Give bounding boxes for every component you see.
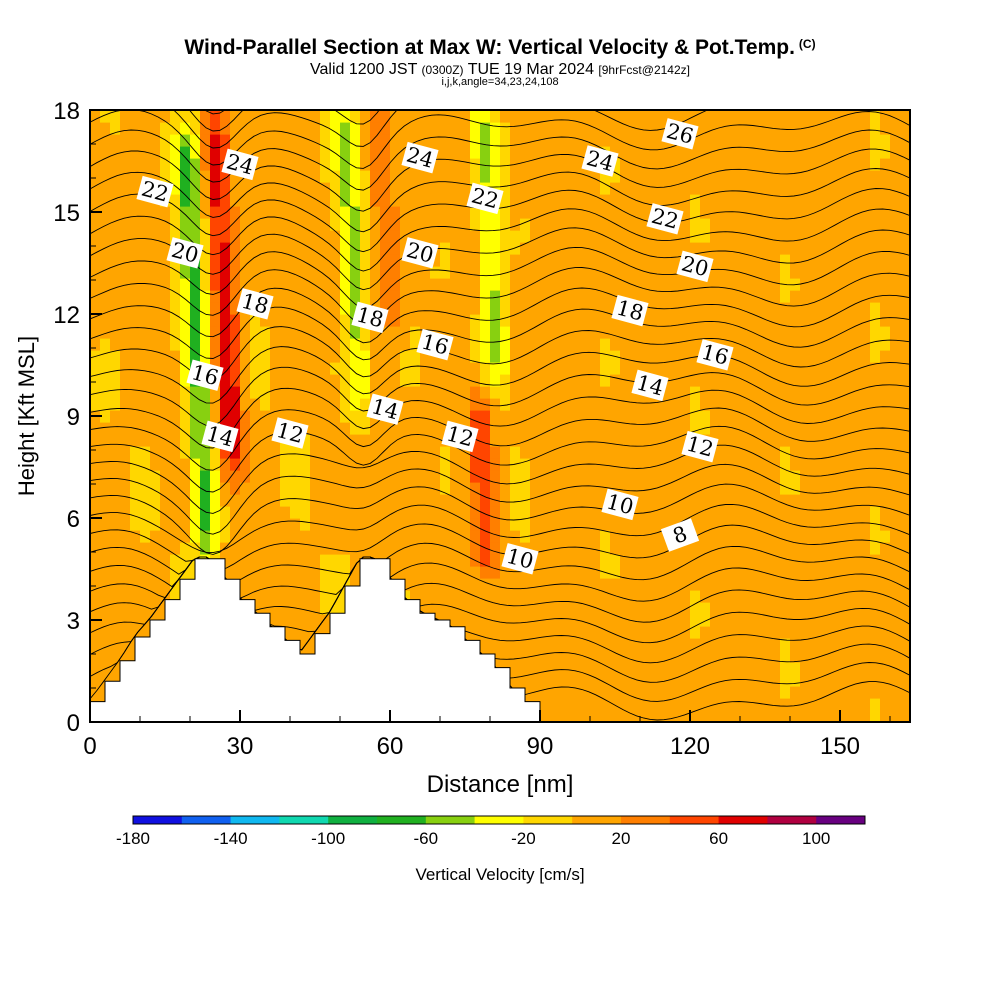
colorbar-swatch — [474, 816, 524, 824]
colorbar-swatch — [767, 816, 817, 824]
colorbar-swatch — [718, 816, 768, 824]
theta-label: 18 — [236, 288, 274, 320]
colorbar-tick-label: -60 — [414, 829, 439, 848]
theta-label: 12 — [441, 420, 479, 453]
colorbar-tick-label: -100 — [311, 829, 345, 848]
y-tick-label: 9 — [67, 404, 80, 431]
theta-label: 24 — [221, 148, 259, 181]
colorbar-swatch — [377, 816, 427, 824]
colorbar-tick-label: 100 — [802, 829, 830, 848]
colorbar: -180 -140 -100 -60 -20 20 60 100 Vertical Veloci… — [116, 815, 866, 884]
theta-label: 12 — [681, 430, 719, 463]
colorbar-swatch — [523, 816, 573, 824]
theta-label: 16 — [696, 339, 734, 371]
x-tick-label: 90 — [527, 733, 554, 760]
chart-title: Wind-Parallel Section at Max W: Vertical… — [184, 36, 816, 59]
theta-label: 10 — [601, 488, 639, 521]
colorbar-swatch — [425, 816, 476, 824]
colorbar-label: Vertical Velocity [cm/s] — [415, 865, 584, 884]
y-tick-label: 3 — [67, 608, 80, 635]
colorbar-swatch — [621, 816, 671, 824]
colorbar-swatch — [328, 816, 378, 824]
y-tick-label: 12 — [53, 302, 80, 329]
theta-label: 10 — [501, 543, 539, 575]
colorbar-tick-label: -180 — [116, 829, 150, 848]
theta-label: 22 — [136, 175, 174, 208]
colorbar-tick-label: -140 — [214, 829, 248, 848]
axes: 0 30 60 90 120 150 0 3 6 9 12 15 18 Distance [nm] Heig… — [14, 98, 891, 798]
x-tick-label: 60 — [377, 733, 404, 760]
colorbar-tick-label: 60 — [709, 829, 728, 848]
y-tick-label: 6 — [67, 506, 80, 533]
x-tick-label: 0 — [83, 733, 96, 760]
x-tick-label: 150 — [820, 733, 860, 760]
colorbar-swatch — [279, 816, 329, 824]
theta-label: 8 — [660, 518, 700, 552]
theta-label: 14 — [366, 393, 404, 425]
colorbar-swatch — [230, 816, 280, 824]
colorbar-swatch — [572, 816, 622, 824]
colorbar-tick-label: -20 — [511, 829, 536, 848]
colorbar-swatch — [816, 816, 866, 824]
terrain — [89, 558, 541, 723]
colorbar-swatch — [133, 816, 183, 824]
y-tick-label: 15 — [53, 200, 80, 227]
y-tick-label: 18 — [53, 98, 80, 125]
x-tick-label: 30 — [227, 733, 254, 760]
grid-info: i,j,k,angle=34,23,24,108 — [441, 76, 559, 88]
theta-label: 22 — [466, 182, 504, 215]
y-axis-label: Height [Kft MSL] — [14, 336, 39, 496]
theta-label: 16 — [416, 328, 454, 361]
colorbar-swatch — [669, 816, 720, 824]
x-tick-label: 120 — [670, 733, 710, 760]
valid-time-line: Valid 1200 JST (0300Z) TUE 19 Mar 2024 [… — [310, 61, 690, 78]
terrain-profile — [89, 558, 541, 723]
x-axis-label: Distance [nm] — [427, 771, 574, 798]
colorbar-swatch — [181, 816, 232, 824]
y-tick-label: 0 — [67, 710, 80, 737]
colorbar-tick-label: 20 — [612, 829, 631, 848]
